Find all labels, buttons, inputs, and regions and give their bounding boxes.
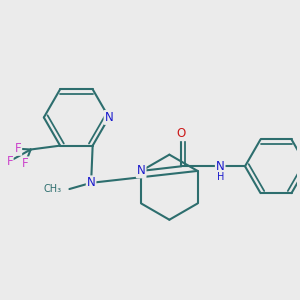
Text: N: N — [105, 111, 113, 124]
Text: H: H — [217, 172, 224, 182]
Text: F: F — [22, 157, 28, 170]
Text: O: O — [177, 127, 186, 140]
Text: F: F — [6, 154, 13, 168]
Text: N: N — [87, 176, 95, 189]
Text: CH₃: CH₃ — [44, 184, 62, 194]
Text: N: N — [216, 160, 225, 173]
Text: F: F — [15, 142, 22, 155]
Text: N: N — [137, 164, 146, 177]
